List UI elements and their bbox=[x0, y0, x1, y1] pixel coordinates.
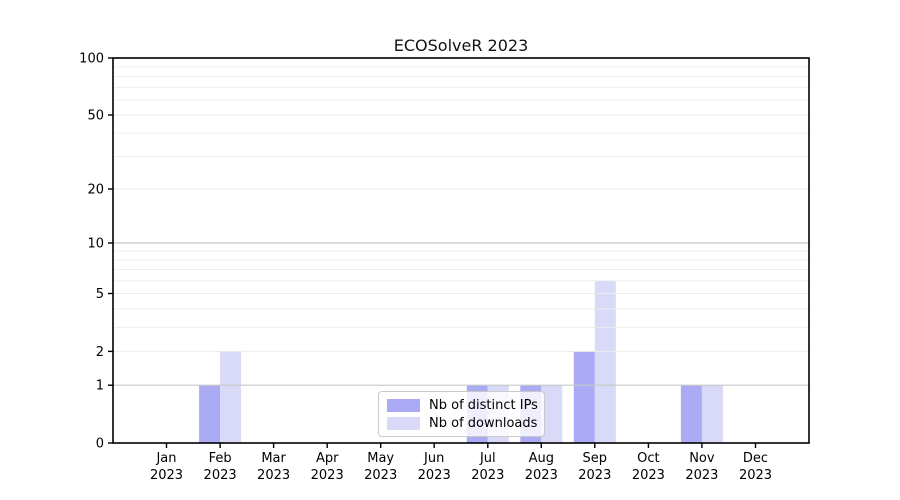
bar-distinct-ips bbox=[573, 351, 595, 443]
legend-swatch-distinct-ips bbox=[387, 398, 420, 412]
y-tick-label: 2 bbox=[96, 345, 104, 360]
y-tick-label: 0 bbox=[96, 437, 104, 452]
bar-distinct-ips bbox=[680, 385, 702, 443]
x-tick-label-month: Jan bbox=[155, 451, 176, 466]
x-tick-label-month: Dec bbox=[743, 451, 768, 466]
x-tick-label-month: Aug bbox=[529, 451, 554, 466]
x-tick-label-year: 2023 bbox=[311, 468, 344, 483]
x-tick-label-year: 2023 bbox=[257, 468, 290, 483]
x-tick-label-month: Oct bbox=[637, 451, 659, 466]
x-tick-label-year: 2023 bbox=[525, 468, 558, 483]
x-tick-label-year: 2023 bbox=[739, 468, 772, 483]
x-tick-label-month: Nov bbox=[689, 451, 715, 466]
x-tick-label-year: 2023 bbox=[685, 468, 718, 483]
bar-distinct-ips bbox=[199, 385, 221, 443]
bar-downloads bbox=[594, 280, 616, 443]
legend-item-distinct-ips: Nb of distinct IPs bbox=[387, 396, 538, 414]
x-tick-label-month: Mar bbox=[261, 451, 286, 466]
x-tick-label-month: Feb bbox=[209, 451, 232, 466]
legend: Nb of distinct IPs Nb of downloads bbox=[378, 391, 545, 437]
y-tick-label: 50 bbox=[87, 109, 104, 124]
legend-label-downloads: Nb of downloads bbox=[429, 415, 538, 431]
axis-frame bbox=[112, 57, 810, 444]
bar-downloads bbox=[220, 351, 242, 443]
x-tick-label-month: Jun bbox=[423, 451, 444, 466]
y-tick-label: 20 bbox=[87, 183, 104, 198]
y-tick-label: 10 bbox=[87, 237, 104, 252]
chart-title: ECOSolveR 2023 bbox=[393, 36, 529, 55]
x-tick-label-year: 2023 bbox=[364, 468, 397, 483]
x-tick-label-year: 2023 bbox=[418, 468, 451, 483]
x-tick-label-month: Sep bbox=[583, 451, 608, 466]
x-tick-label-year: 2023 bbox=[632, 468, 665, 483]
y-tick-label: 5 bbox=[96, 287, 104, 302]
legend-label-distinct-ips: Nb of distinct IPs bbox=[429, 397, 538, 413]
x-tick-label-year: 2023 bbox=[578, 468, 611, 483]
y-tick-label: 1 bbox=[96, 379, 104, 394]
bar-downloads bbox=[541, 385, 563, 443]
x-tick-label-year: 2023 bbox=[471, 468, 504, 483]
x-tick-label-month: Jul bbox=[479, 451, 496, 466]
legend-item-downloads: Nb of downloads bbox=[387, 414, 538, 432]
x-tick-label-year: 2023 bbox=[204, 468, 237, 483]
x-tick-label-year: 2023 bbox=[150, 468, 183, 483]
legend-swatch-downloads bbox=[387, 416, 420, 430]
y-tick-label: 100 bbox=[79, 52, 104, 67]
x-tick-label-month: May bbox=[367, 451, 394, 466]
x-tick-label-month: Apr bbox=[316, 451, 339, 466]
bar-downloads bbox=[701, 385, 723, 443]
